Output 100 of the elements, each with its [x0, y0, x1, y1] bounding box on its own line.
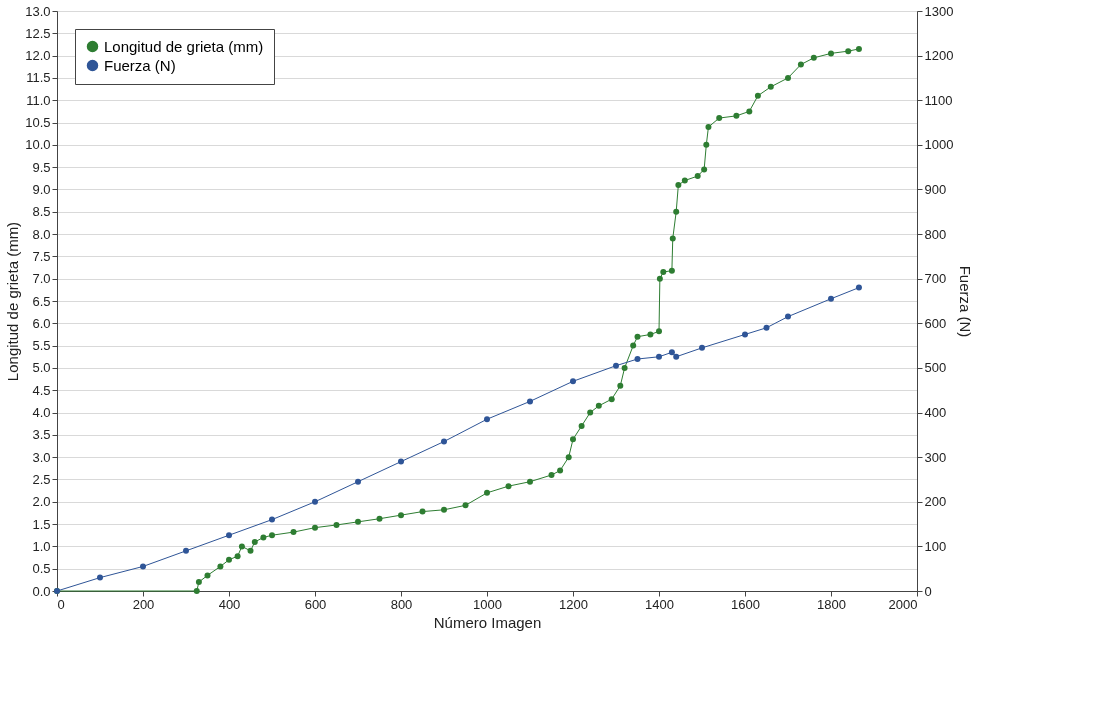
y2-tick-label: 1100	[924, 92, 953, 108]
y-tick-label: 11.0	[26, 92, 51, 108]
y2-tick-label: 100	[924, 538, 947, 554]
x-tick-label: 1800	[817, 596, 846, 612]
point	[673, 353, 680, 360]
point	[140, 563, 146, 570]
y-tick-label: 10.5	[25, 115, 51, 131]
point	[681, 177, 688, 184]
point	[656, 275, 663, 282]
y2-tick-label: 700	[924, 271, 947, 287]
x-tick-label: 200	[132, 596, 155, 612]
x-tick-label: 0	[57, 596, 65, 612]
point	[763, 324, 770, 331]
y-tick-label: 9.0	[32, 181, 51, 197]
point	[565, 454, 572, 461]
point	[621, 364, 628, 371]
y-tick-label: 10.0	[25, 137, 51, 153]
point	[699, 344, 705, 351]
point	[828, 50, 834, 57]
y2-tick-label: 0	[924, 583, 932, 599]
y2-tick-label: 1300	[924, 3, 954, 19]
point	[608, 396, 615, 403]
point	[260, 534, 267, 541]
point	[505, 483, 512, 490]
point	[647, 331, 654, 338]
point	[398, 512, 404, 519]
point	[355, 478, 361, 485]
x-tick-label: 1400	[645, 596, 674, 612]
point	[675, 182, 682, 188]
point	[694, 173, 701, 180]
y-tick-label: 7.5	[32, 248, 51, 264]
point	[746, 108, 753, 115]
point	[630, 342, 637, 349]
point	[855, 45, 862, 52]
point	[570, 378, 576, 385]
point	[333, 521, 340, 528]
y-tick-label: 4.0	[32, 405, 51, 421]
x-tick-label: 1200	[559, 596, 588, 612]
point	[441, 506, 447, 513]
point	[656, 353, 662, 360]
point	[785, 313, 791, 320]
point	[716, 115, 723, 122]
legend-label: Longitud de grieta (mm)	[104, 37, 264, 55]
point	[97, 574, 103, 581]
y-tick-label: 7.0	[32, 271, 51, 287]
x-tick-label: 1600	[731, 596, 760, 612]
point	[828, 295, 834, 302]
y-tick-label: 6.0	[32, 315, 51, 331]
y-tick-label: 9.5	[32, 159, 51, 175]
x-tick-label: 600	[304, 596, 327, 612]
point	[797, 61, 804, 68]
point	[238, 543, 245, 550]
y-tick-label: 0.0	[32, 583, 51, 599]
point	[290, 529, 297, 536]
point	[634, 356, 641, 362]
x-tick-label: 2000	[888, 596, 918, 612]
point	[193, 588, 200, 594]
y-tick-label: 8.5	[32, 204, 51, 220]
point	[613, 362, 619, 369]
point	[251, 538, 258, 545]
point	[733, 112, 740, 119]
y-tick-label: 6.5	[32, 293, 51, 309]
point	[269, 532, 275, 539]
point	[673, 208, 680, 215]
y-tick-label: 4.5	[32, 382, 51, 398]
point	[312, 524, 318, 531]
y-tick-label: 0.5	[32, 561, 51, 577]
y-tick-label: 12.0	[25, 48, 51, 64]
y-tick-label: 1.0	[32, 538, 51, 554]
point	[204, 572, 211, 579]
point	[527, 398, 533, 405]
y-tick-label: 8.0	[32, 226, 51, 242]
point	[810, 54, 817, 61]
point	[705, 124, 712, 130]
point	[701, 166, 708, 173]
y2-tick-label: 600	[924, 315, 947, 331]
point	[548, 472, 555, 478]
y2-tick-label: 900	[924, 181, 947, 197]
x-tick-label: 1000	[473, 596, 502, 612]
point	[754, 92, 761, 99]
point	[617, 382, 624, 389]
y-tick-label: 2.5	[32, 471, 51, 487]
point	[217, 563, 224, 570]
y-tick-label: 13.0	[25, 3, 51, 19]
point	[441, 438, 447, 445]
y-tick-label: 3.0	[32, 449, 51, 465]
point	[587, 409, 594, 416]
point	[595, 402, 602, 409]
point	[660, 269, 667, 275]
y-tick-label: 5.0	[32, 360, 51, 376]
y-tick-label: 1.5	[32, 516, 51, 532]
y-tick-label: 12.5	[25, 25, 51, 41]
y2-tick-label: 1200	[924, 48, 954, 64]
y2-tick-label: 300	[924, 449, 947, 465]
y2-tick-label: 400	[924, 405, 947, 421]
point	[234, 553, 241, 560]
point	[183, 547, 189, 554]
point	[226, 532, 232, 539]
y-tick-label: 3.5	[32, 427, 51, 443]
point	[668, 267, 675, 274]
